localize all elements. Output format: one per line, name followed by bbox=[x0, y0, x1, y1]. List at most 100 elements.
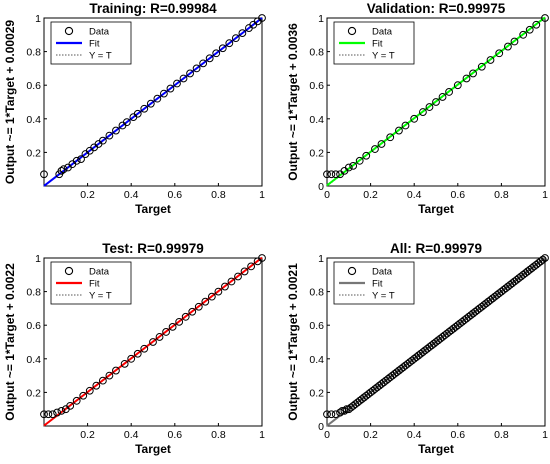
training-legend-label: Fit bbox=[89, 39, 100, 50]
training-data-point bbox=[225, 39, 234, 48]
test-data-point bbox=[149, 338, 157, 346]
validation-xtick-label: 0.2 bbox=[363, 189, 378, 201]
validation-data-point bbox=[525, 25, 534, 34]
all-data-point bbox=[340, 406, 349, 415]
validation-xtick-label: 1 bbox=[542, 189, 548, 201]
training-data-point bbox=[122, 118, 131, 127]
test-data-point bbox=[221, 282, 229, 291]
training-data-point bbox=[179, 74, 188, 83]
training-data-point bbox=[231, 34, 240, 43]
all-legend-label: Y = T bbox=[372, 291, 395, 302]
training-data-point bbox=[218, 44, 227, 53]
training-data-point bbox=[173, 79, 181, 88]
all-xtick-label: 0.2 bbox=[363, 429, 378, 441]
all-title: All: R=0.99979 bbox=[390, 241, 482, 256]
validation-data-point bbox=[344, 163, 353, 172]
validation-data-point bbox=[462, 74, 471, 83]
test-data-point bbox=[162, 328, 170, 336]
test-xtick-label: 0.6 bbox=[167, 429, 182, 441]
validation-ylabel: Output ~= 1*Target + 0.0036 bbox=[286, 23, 300, 181]
test-data-point bbox=[66, 401, 75, 410]
all-ytick-label: 0.2 bbox=[309, 387, 324, 399]
test-xtick-label: 0.8 bbox=[211, 429, 226, 441]
test-data-point bbox=[53, 408, 61, 417]
all-legend-label: Data bbox=[372, 267, 393, 278]
test-title: Test: R=0.99979 bbox=[102, 241, 203, 256]
all-ytick-label: 0.6 bbox=[309, 320, 324, 332]
test-data-point bbox=[72, 396, 81, 405]
validation-data-point bbox=[371, 145, 379, 153]
test-data-point bbox=[258, 254, 266, 262]
test-data-point bbox=[240, 267, 249, 276]
training-data-point bbox=[59, 165, 68, 174]
all-data-point bbox=[331, 410, 340, 419]
validation-data-point bbox=[477, 62, 486, 71]
all-data-point bbox=[327, 410, 336, 419]
training-data-point bbox=[205, 54, 214, 63]
all-data-point bbox=[541, 254, 549, 262]
training-data-point bbox=[258, 14, 266, 22]
test-xtick-label: 0.4 bbox=[124, 429, 139, 441]
validation-data-point bbox=[425, 103, 434, 111]
validation-data-point bbox=[419, 108, 427, 116]
test-data-point bbox=[85, 386, 94, 395]
training-data-point bbox=[77, 155, 85, 164]
test-data-point bbox=[44, 410, 53, 419]
validation-data-point bbox=[486, 56, 495, 64]
validation-ytick-label: 0 bbox=[318, 181, 324, 193]
validation-xtick-label: 0 bbox=[324, 189, 330, 201]
all-data-point bbox=[342, 405, 351, 414]
all-xtick-label: 0.8 bbox=[494, 429, 509, 441]
training-data-point bbox=[140, 104, 149, 113]
training-plot: Training: R=0.99984 0.2 0.4 0.6 0.8 1 0.2 0.4 0.… bbox=[3, 1, 266, 216]
validation-xtick-label: 0.8 bbox=[494, 189, 509, 201]
all-ytick-label: 0.4 bbox=[309, 354, 324, 366]
training-xlabel: Target bbox=[135, 202, 171, 216]
training-xtick-label: 0.8 bbox=[211, 189, 226, 201]
test-ytick-label: 0.2 bbox=[26, 387, 41, 399]
training-data-point bbox=[72, 156, 81, 165]
validation-data-point bbox=[519, 30, 528, 39]
test-xtick-label: 0.2 bbox=[80, 429, 95, 441]
validation-ytick-label: 0.2 bbox=[309, 147, 324, 159]
training-data-point bbox=[112, 126, 120, 135]
training-legend-label: Y = T bbox=[89, 51, 112, 62]
test-data-point bbox=[140, 344, 149, 353]
training-legend-data-marker bbox=[64, 26, 74, 36]
training-data-point bbox=[146, 99, 155, 108]
validation-xtick-label: 0.4 bbox=[407, 189, 422, 201]
test-data-point bbox=[234, 272, 242, 281]
training-xtick-label: 0.6 bbox=[167, 189, 182, 201]
validation-plot: Validation: R=0.99975 0 0.2 0.4 0.6 0.8 1 0 0.2 0… bbox=[286, 1, 549, 216]
training-data-point bbox=[133, 109, 142, 118]
all-xtick-label: 0.4 bbox=[407, 429, 422, 441]
test-xtick-label: 1 bbox=[259, 429, 265, 441]
test-legend-data-marker bbox=[64, 266, 74, 276]
validation-data-point bbox=[541, 14, 549, 22]
test-ytick-label: 0.4 bbox=[26, 354, 41, 366]
training-ytick-label: 0.6 bbox=[26, 80, 41, 92]
test-data-point bbox=[214, 287, 223, 296]
test-data-point bbox=[127, 354, 136, 363]
test-xlabel: Target bbox=[135, 442, 171, 456]
validation-data-point bbox=[401, 121, 410, 130]
test-data-point bbox=[207, 292, 216, 301]
test-ytick-label: 1 bbox=[35, 253, 41, 265]
validation-ytick-label: 1 bbox=[318, 13, 324, 25]
validation-data-point bbox=[432, 98, 440, 106]
validation-data-point bbox=[327, 170, 336, 179]
test-data-point bbox=[168, 322, 177, 331]
training-xtick-label: 0.2 bbox=[80, 189, 95, 201]
test-legend-label: Data bbox=[89, 267, 110, 278]
validation-data-point bbox=[495, 49, 504, 58]
training-ytick-label: 1 bbox=[35, 13, 41, 25]
training-data-point bbox=[199, 59, 208, 68]
test-data-point bbox=[98, 376, 107, 385]
test-data-point bbox=[40, 410, 48, 419]
training-data-point bbox=[105, 131, 114, 140]
all-legend-label: Fit bbox=[372, 279, 383, 290]
test-data-point bbox=[247, 262, 256, 271]
